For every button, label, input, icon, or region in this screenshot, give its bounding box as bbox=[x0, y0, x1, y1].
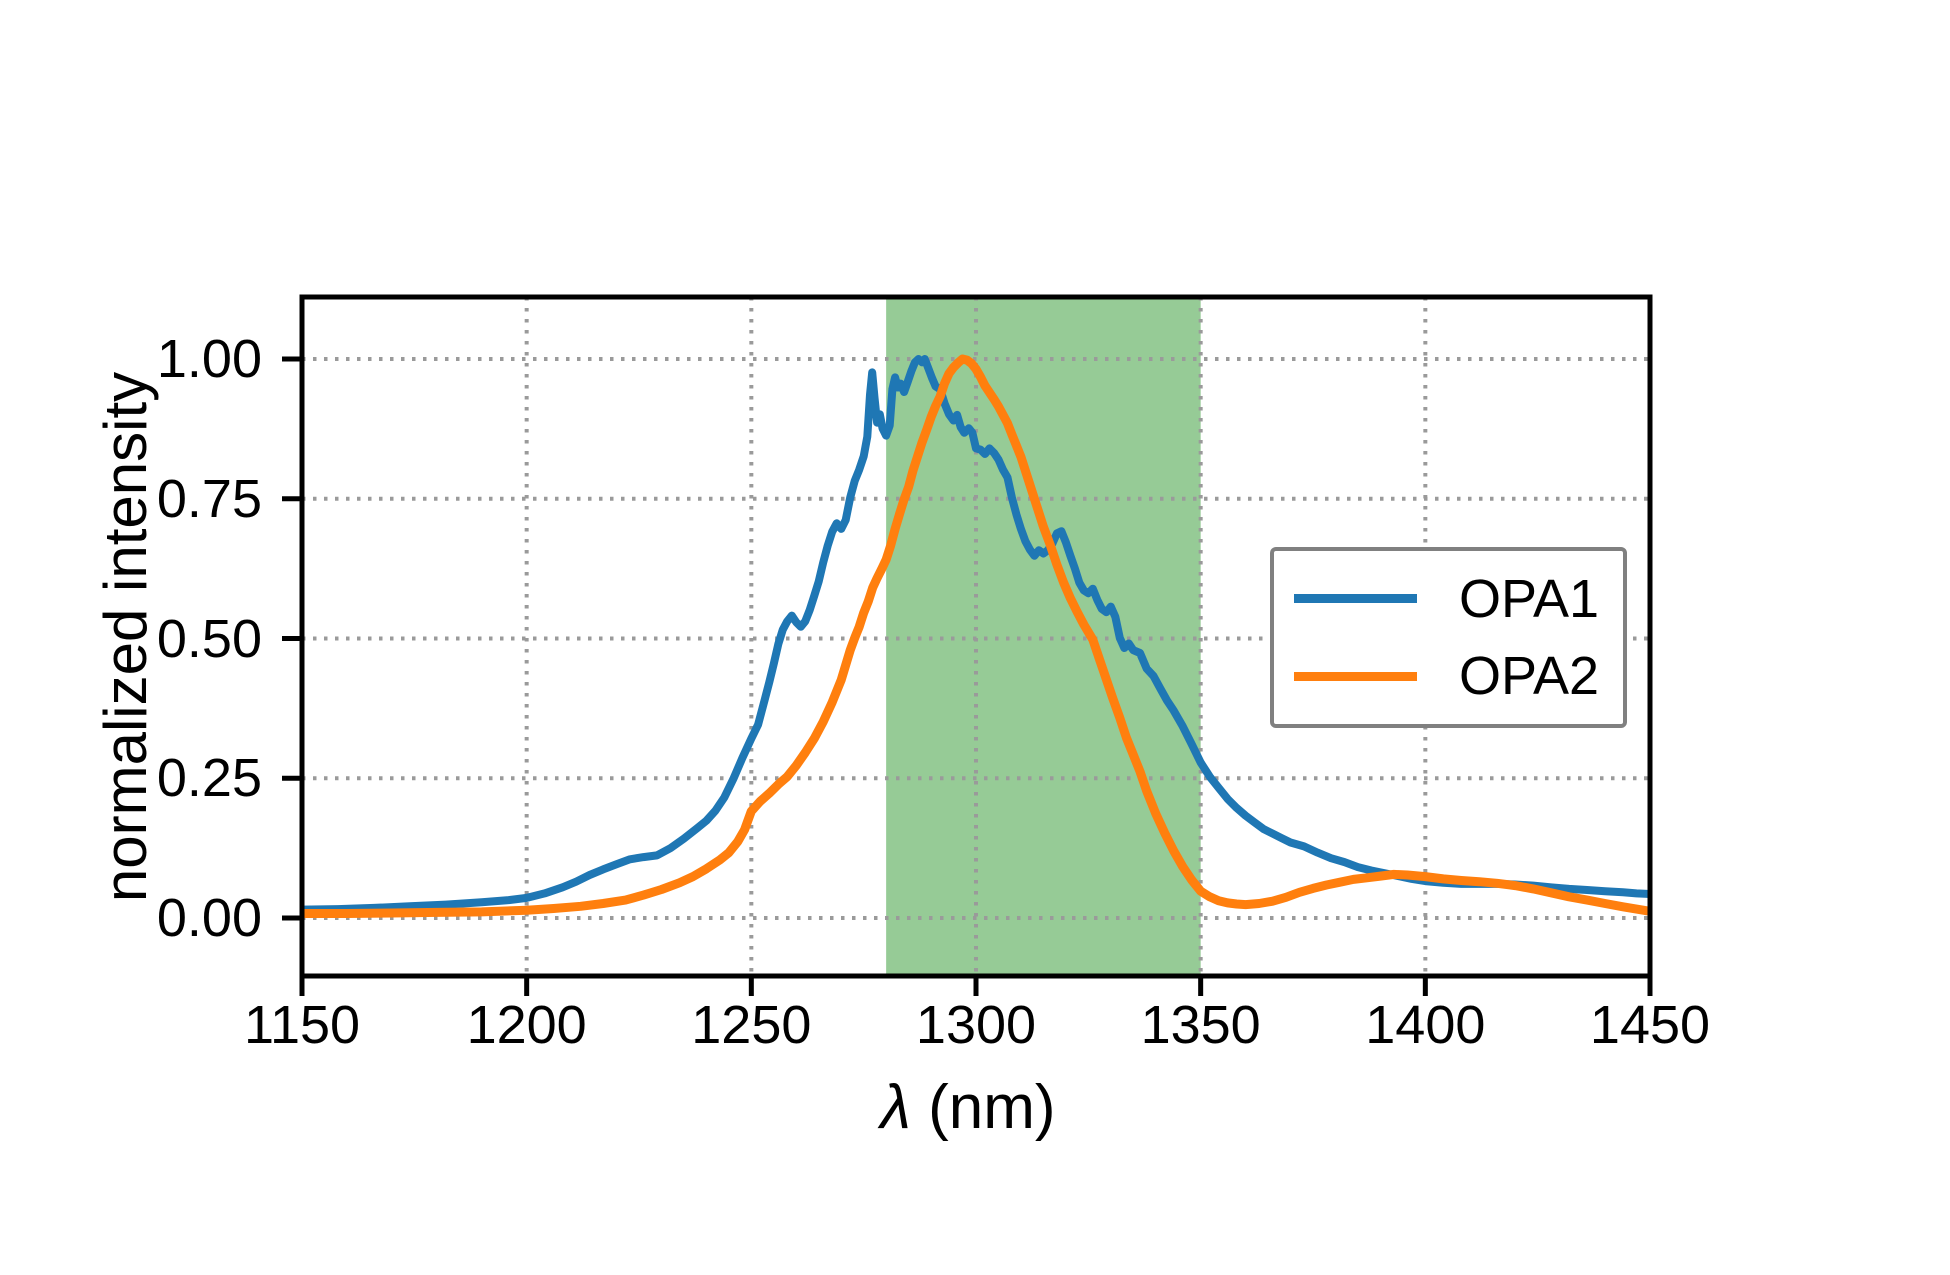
plot-spines bbox=[299, 294, 1653, 979]
shaded-band bbox=[886, 297, 1201, 976]
x-tick-label: 1400 bbox=[1365, 995, 1486, 1055]
legend-line-opa2 bbox=[1294, 671, 1417, 681]
legend-item-opa2: OPA2 bbox=[1274, 646, 1623, 706]
legend-label-opa1: OPA1 bbox=[1459, 568, 1600, 629]
x-tick-label: 1250 bbox=[691, 995, 812, 1055]
legend-line-opa1 bbox=[1294, 594, 1417, 604]
x-tick-label: 1200 bbox=[466, 995, 587, 1055]
x-tick-label: 1350 bbox=[1140, 995, 1261, 1055]
y-axis-label: normalized intensity bbox=[92, 371, 159, 903]
x-axis-label: λ (nm) bbox=[880, 1077, 1055, 1139]
x-tick-label: 1300 bbox=[915, 995, 1037, 1055]
y-tick-label: 0.25 bbox=[156, 748, 262, 809]
x-tick-label: 1450 bbox=[1589, 995, 1711, 1055]
opa2-curve bbox=[302, 354, 1650, 918]
opa1-curve bbox=[302, 355, 1650, 914]
x-axis-label-lambda: λ bbox=[880, 1073, 911, 1142]
y-tick-label: 0.00 bbox=[156, 888, 262, 948]
x-tick-label: 1150 bbox=[243, 995, 361, 1055]
legend-item-opa1: OPA1 bbox=[1274, 569, 1623, 629]
legend: OPA1 OPA2 bbox=[1270, 547, 1627, 728]
y-tick-label: 0.50 bbox=[156, 608, 262, 669]
legend-label-opa2: OPA2 bbox=[1459, 646, 1600, 707]
y-tick-label: 0.75 bbox=[156, 468, 262, 529]
y-tick-label: 1.00 bbox=[156, 329, 262, 389]
x-axis-label-units: (nm) bbox=[910, 1073, 1056, 1142]
